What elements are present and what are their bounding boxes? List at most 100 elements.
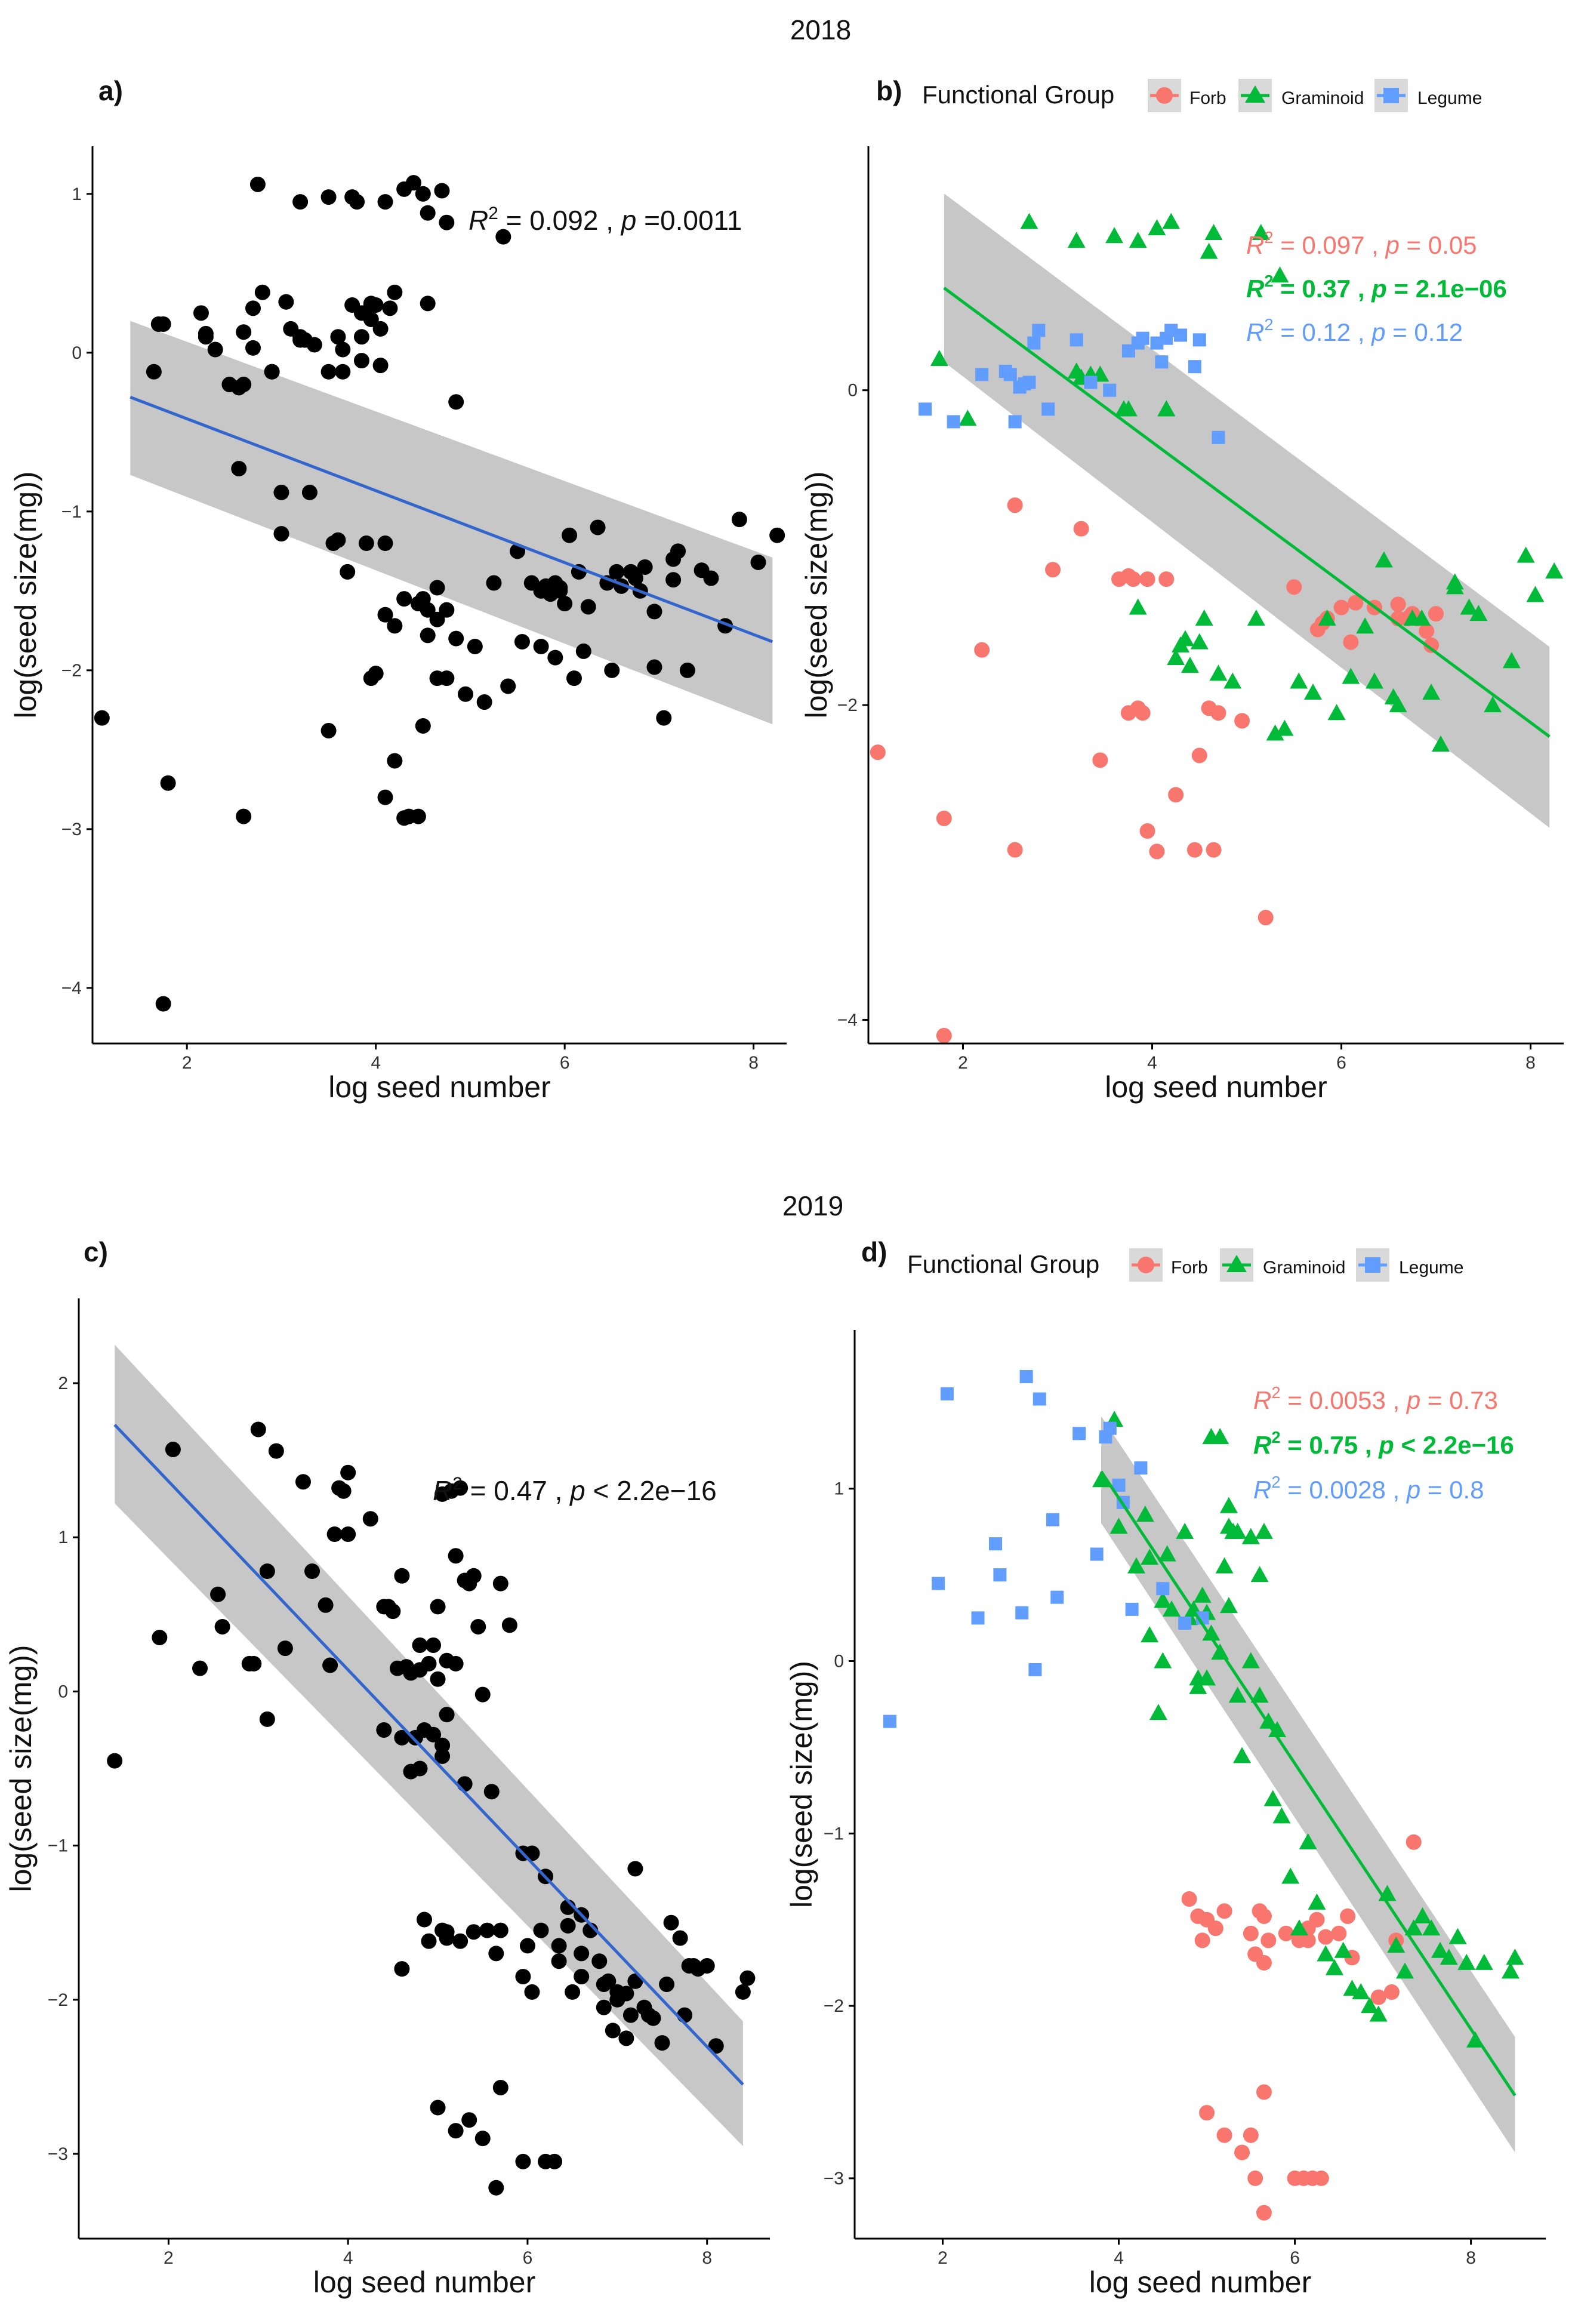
data-point bbox=[519, 1938, 535, 1954]
data-point bbox=[259, 1711, 275, 1727]
data-point bbox=[1103, 1421, 1117, 1435]
data-point bbox=[1149, 844, 1165, 860]
data-point bbox=[387, 618, 403, 634]
data-point bbox=[735, 1984, 751, 2000]
data-point bbox=[1266, 724, 1284, 741]
data-point bbox=[1193, 1586, 1212, 1603]
data-point bbox=[353, 353, 369, 369]
data-point bbox=[1209, 664, 1228, 681]
data-point bbox=[1275, 719, 1294, 736]
y-tick-label: −2 bbox=[824, 1996, 844, 2016]
data-point bbox=[1448, 1928, 1467, 1944]
data-point bbox=[1198, 1669, 1216, 1686]
stat-annotation: R2 = 0.092 , p =0.0011 bbox=[469, 204, 742, 236]
panel-label: a) bbox=[98, 75, 123, 106]
data-point bbox=[1342, 667, 1360, 684]
data-point bbox=[686, 1957, 702, 1974]
regression-line bbox=[113, 1423, 744, 2086]
data-point bbox=[452, 1480, 469, 1496]
stat-annotation-legume: R2 = 0.0028 , p = 0.8 bbox=[1253, 1473, 1484, 1504]
data-point bbox=[1517, 546, 1535, 563]
data-point bbox=[273, 484, 289, 500]
x-axis-title: log seed number bbox=[328, 1070, 550, 1104]
data-point bbox=[1191, 747, 1207, 764]
data-point bbox=[1163, 1600, 1181, 1617]
data-point bbox=[94, 710, 110, 726]
stat-annotation-legume: R2 = 0.12 , p = 0.12 bbox=[1246, 315, 1463, 346]
data-point bbox=[1256, 2205, 1272, 2221]
data-point bbox=[146, 364, 162, 380]
data-point bbox=[394, 1568, 410, 1584]
data-point bbox=[1333, 599, 1349, 615]
data-point bbox=[1178, 1616, 1192, 1630]
data-point bbox=[663, 1914, 679, 1931]
data-point bbox=[488, 1946, 504, 1962]
data-point bbox=[430, 2100, 446, 2116]
data-point bbox=[1419, 623, 1435, 639]
data-point bbox=[1268, 1721, 1287, 1738]
data-point bbox=[1003, 368, 1017, 381]
data-point bbox=[254, 284, 270, 300]
data-point bbox=[245, 300, 261, 316]
data-point bbox=[1247, 2170, 1263, 2186]
data-point bbox=[396, 591, 412, 607]
data-point bbox=[1317, 1945, 1335, 1962]
data-point bbox=[1007, 842, 1023, 858]
data-point bbox=[1502, 652, 1521, 669]
data-point bbox=[557, 596, 573, 612]
data-point bbox=[377, 194, 393, 210]
data-point bbox=[659, 1976, 675, 1992]
data-point bbox=[1216, 1903, 1232, 1919]
data-point bbox=[1383, 1984, 1400, 2000]
data-point bbox=[430, 1599, 446, 1615]
data-point bbox=[703, 570, 719, 586]
data-point bbox=[492, 2079, 508, 2095]
data-point bbox=[551, 1938, 567, 1954]
x-tick-label: 6 bbox=[1336, 1053, 1346, 1073]
data-point bbox=[448, 2123, 464, 2139]
y-tick-label: −3 bbox=[48, 2144, 68, 2164]
data-point bbox=[1256, 1954, 1272, 1971]
data-point bbox=[335, 364, 351, 380]
data-point bbox=[1090, 1547, 1104, 1561]
data-point bbox=[1181, 657, 1199, 673]
data-point bbox=[1334, 1941, 1352, 1958]
legend-legume-marker bbox=[1365, 1257, 1380, 1273]
data-point bbox=[1422, 683, 1441, 700]
data-point bbox=[971, 1611, 985, 1625]
data-point bbox=[193, 305, 209, 321]
data-point bbox=[340, 1464, 356, 1480]
data-point bbox=[295, 1474, 311, 1490]
data-point bbox=[1272, 1807, 1291, 1824]
data-point bbox=[604, 662, 620, 678]
data-point bbox=[448, 1655, 464, 1672]
data-point bbox=[1070, 333, 1083, 347]
data-point bbox=[236, 808, 252, 824]
data-point bbox=[919, 402, 932, 416]
stat-annotation-graminoid: R2 = 0.75 , p < 2.2e−16 bbox=[1253, 1428, 1514, 1459]
data-point bbox=[1092, 752, 1108, 768]
data-point bbox=[574, 1946, 590, 1962]
data-point bbox=[1219, 1597, 1238, 1614]
data-point bbox=[1370, 1989, 1386, 2005]
legend-label-legume: Legume bbox=[1399, 1258, 1463, 1278]
data-point bbox=[514, 633, 530, 650]
confidence-band bbox=[130, 321, 773, 725]
y-tick-label: −3 bbox=[61, 820, 82, 839]
y-tick-label: 1 bbox=[72, 184, 82, 204]
x-tick-label: 6 bbox=[1290, 2248, 1300, 2268]
data-point bbox=[1475, 1953, 1493, 1970]
data-point bbox=[1233, 1747, 1252, 1763]
data-point bbox=[677, 2007, 693, 2023]
regression-line bbox=[943, 287, 1551, 738]
data-point bbox=[1389, 696, 1407, 713]
data-point bbox=[160, 775, 176, 791]
data-point bbox=[1484, 696, 1502, 713]
data-point bbox=[739, 1970, 756, 1986]
data-point bbox=[358, 535, 374, 552]
data-point bbox=[417, 1911, 432, 1928]
data-point bbox=[575, 643, 591, 659]
data-point bbox=[1158, 571, 1175, 587]
data-point bbox=[1125, 1602, 1139, 1616]
